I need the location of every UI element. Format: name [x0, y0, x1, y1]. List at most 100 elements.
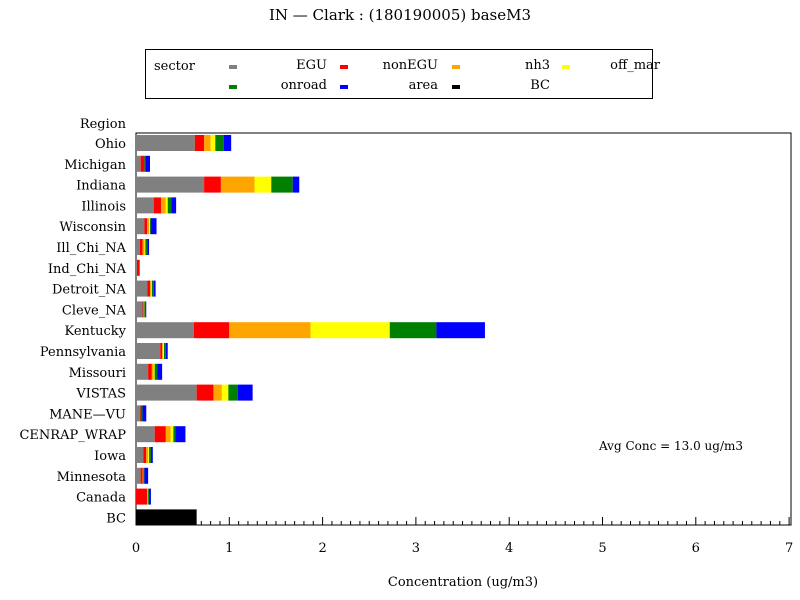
bar-segment [271, 176, 293, 193]
y-axis-label: Region [79, 117, 126, 132]
category-label: Kentucky [64, 324, 126, 339]
x-tick-label: 4 [505, 541, 513, 556]
bar-segment [136, 155, 141, 172]
x-tick-label: 6 [692, 541, 700, 556]
category-label: Wisconsin [59, 220, 126, 235]
bar-segment [136, 259, 140, 276]
bar-segment [157, 363, 163, 380]
bar-segment [146, 447, 149, 463]
bar-segment [136, 218, 145, 235]
x-tick-label: 2 [318, 541, 326, 556]
bar-segment [143, 301, 145, 318]
category-label: Michigan [64, 158, 126, 173]
bar-segment [163, 343, 166, 359]
bar-segment [165, 197, 168, 214]
legend-label: onroad [280, 78, 327, 93]
bar-segment [161, 197, 166, 214]
bar-segment [136, 259, 137, 276]
bar-segment [136, 426, 155, 443]
bar-segment [147, 218, 150, 235]
bar-segment [167, 197, 172, 214]
bar-segment [149, 218, 150, 235]
bar-segment [142, 301, 144, 318]
bar-segment [150, 218, 157, 235]
bar-segment [229, 322, 311, 339]
bar-segment [139, 405, 141, 422]
bar-segment [136, 488, 148, 505]
bar-segment [136, 322, 194, 339]
bar-segment [144, 301, 146, 318]
bar-segment [220, 176, 255, 193]
bar-segment [142, 239, 145, 255]
category-label: Ill_Chi_NA [56, 241, 126, 256]
bar-segment [147, 239, 150, 255]
bar-segment [136, 176, 205, 193]
legend-label: off_mar [610, 58, 660, 73]
bar-segment [136, 509, 197, 526]
bar-segment [153, 363, 155, 380]
legend-swatch [452, 65, 460, 69]
bar-segment [153, 197, 162, 214]
legend-swatch [229, 85, 237, 89]
legend-swatch [452, 85, 460, 89]
x-tick-label: 7 [785, 541, 793, 556]
bar-segment [154, 426, 166, 443]
bar-segment [147, 280, 150, 297]
bar-segment [204, 176, 221, 193]
bar-segment [136, 343, 161, 359]
category-label: BC [106, 511, 126, 526]
bar-segment [136, 239, 140, 255]
bar-segment [140, 405, 143, 422]
bar-segment [148, 447, 150, 463]
category-label: Indiana [76, 179, 126, 194]
bar-segment [145, 301, 147, 318]
x-tick-label: 5 [598, 541, 606, 556]
category-label: Missouri [69, 366, 126, 381]
legend-swatch [340, 65, 348, 69]
bar-segment [143, 467, 145, 484]
bar-segment [292, 176, 300, 193]
bar-segment [213, 384, 222, 401]
bar-segment [149, 488, 151, 505]
bar-segment [193, 322, 230, 339]
bar-segment [204, 135, 211, 151]
bar-segment [223, 135, 232, 151]
bar-segment [436, 322, 485, 339]
bar-segment [136, 447, 144, 463]
bar-segment [165, 343, 168, 359]
x-axis-label: Concentration (ug/m3) [387, 575, 539, 590]
category-label: Pennsylvania [40, 345, 126, 360]
bar-segment [136, 405, 140, 422]
bar-segment [150, 280, 152, 297]
legend-swatch [229, 65, 237, 69]
bar-segment [148, 363, 152, 380]
bar-segment [136, 197, 154, 214]
bar-segment [163, 343, 164, 359]
bar-segment [215, 135, 224, 151]
bar-segment [173, 426, 176, 443]
bar-segment [142, 405, 147, 422]
bar-segment [144, 239, 146, 255]
bar-segment [162, 343, 164, 359]
category-label: CENRAP_WRAP [19, 428, 126, 443]
legend-swatch [340, 85, 348, 89]
category-label: Iowa [94, 449, 126, 464]
legend-title: sector [154, 59, 195, 74]
bar-segment [210, 135, 216, 151]
chart-title: IN — Clark : (180190005) baseM3 [268, 6, 532, 24]
bar-segment [389, 322, 437, 339]
bar-segment [140, 155, 145, 172]
bar-segment [149, 218, 151, 235]
legend-label: BC [530, 78, 550, 93]
bar-segment [136, 363, 149, 380]
bar-segment [175, 426, 186, 443]
bar-segment [196, 384, 214, 401]
category-label: Ohio [95, 137, 126, 152]
bar-segment [145, 155, 150, 172]
category-label: VISTAS [75, 387, 126, 402]
bar-segment [144, 155, 146, 172]
bar-segment [154, 363, 158, 380]
legend-label: nh3 [524, 58, 550, 73]
bar-segment [136, 384, 197, 401]
bar-segment [149, 280, 151, 297]
